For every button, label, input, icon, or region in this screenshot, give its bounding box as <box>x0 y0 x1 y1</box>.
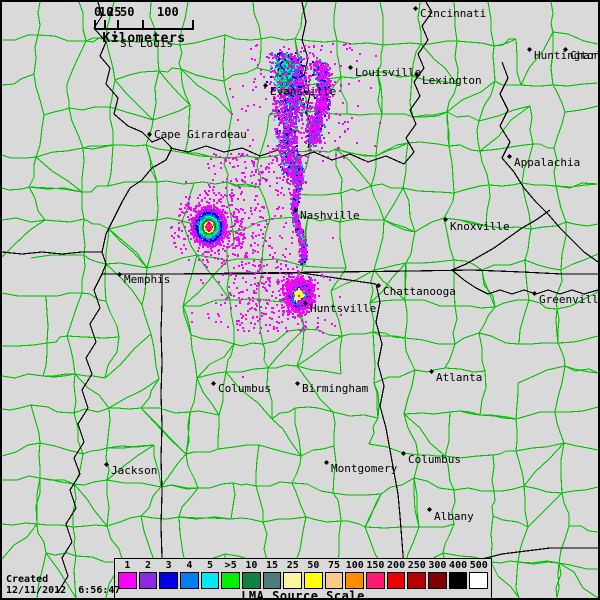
legend-tick: 5 <box>200 560 221 572</box>
scale-tick-50: 50 <box>120 6 134 18</box>
legend-swatch[interactable] <box>469 572 489 589</box>
city-label: Chattanooga <box>383 286 456 297</box>
legend-tick: 25 <box>282 560 303 572</box>
city-label: Lexington <box>422 75 482 86</box>
legend-tick: 150 <box>365 560 386 572</box>
legend-panel[interactable]: 1 2 3 4 5 >5 10 15 25 50 75 100 150 200 250 300 400 500 L… <box>114 558 492 598</box>
city-label: Jackson <box>111 465 157 476</box>
legend-swatch[interactable] <box>283 572 303 589</box>
legend-tick: 3 <box>158 560 179 572</box>
legend-tick: 200 <box>386 560 407 572</box>
legend-tick: 400 <box>448 560 469 572</box>
legend-swatch[interactable] <box>200 572 220 589</box>
city-label: Evansville <box>270 86 336 97</box>
city-label: Columbus <box>408 454 461 465</box>
legend-tick: 1 <box>117 560 138 572</box>
legend-tick: 2 <box>138 560 159 572</box>
legend-swatch[interactable] <box>448 572 468 589</box>
scale-bar-unit: Kilometers <box>94 31 194 46</box>
legend-swatch[interactable] <box>324 572 344 589</box>
scale-bar-ruler <box>94 20 194 30</box>
legend-tick: 15 <box>262 560 283 572</box>
city-label: Columbus <box>218 383 271 394</box>
legend-swatch[interactable] <box>304 572 323 589</box>
city-label: Memphis <box>124 274 170 285</box>
created-timestamp: Created 12/11/2012 6:56:47 <box>6 574 120 596</box>
city-label: Atlanta <box>436 372 482 383</box>
legend-swatch[interactable] <box>138 572 158 589</box>
city-label: Cape Girardeau <box>154 129 247 140</box>
created-time: 6:56:47 <box>78 585 120 596</box>
scale-bar-ticks: 0 10 25 50 100 <box>94 6 194 19</box>
legend-swatch[interactable] <box>221 572 241 589</box>
legend-swatch[interactable] <box>118 572 137 589</box>
city-label: Knoxville <box>450 221 510 232</box>
legend-tick: 100 <box>344 560 365 572</box>
created-date: 12/11/2012 <box>6 585 66 596</box>
legend-swatch[interactable] <box>180 572 199 589</box>
legend-tick: >5 <box>220 560 241 572</box>
legend-swatch[interactable] <box>386 572 406 589</box>
created-datetime: 12/11/2012 6:56:47 <box>6 585 120 596</box>
legend-tick: 10 <box>241 560 262 572</box>
legend-swatch[interactable] <box>242 572 261 589</box>
legend-swatch[interactable] <box>345 572 365 589</box>
legend-tick: 250 <box>406 560 427 572</box>
city-label: Montgomery <box>331 463 397 474</box>
scale-bar: 0 10 25 50 100 Kilometers <box>94 6 194 46</box>
created-label: Created <box>6 574 120 585</box>
city-label: Albany <box>434 511 474 522</box>
legend-title: LMA Source Scale <box>117 589 489 598</box>
legend-tick: 500 <box>468 560 489 572</box>
legend-tick: 300 <box>427 560 448 572</box>
city-label: Nashville <box>300 210 360 221</box>
legend-tick: 50 <box>303 560 324 572</box>
legend-swatch[interactable] <box>366 572 385 589</box>
legend-swatch[interactable] <box>407 572 427 589</box>
city-label: Charl <box>570 50 598 61</box>
legend-tick-row: 1 2 3 4 5 >5 10 15 25 50 75 100 150 200 250 300 400 500 <box>117 560 489 572</box>
city-label: Birmingham <box>302 383 368 394</box>
legend-color-row <box>117 572 489 589</box>
city-label: Huntsville <box>310 303 376 314</box>
city-label: Greenville <box>539 294 598 305</box>
legend-swatch[interactable] <box>159 572 179 589</box>
city-label: Appalachia <box>514 157 580 168</box>
legend-tick: 4 <box>179 560 200 572</box>
legend-tick: 75 <box>324 560 345 572</box>
legend-swatch[interactable] <box>428 572 447 589</box>
scale-tick-100: 100 <box>157 6 179 18</box>
legend-swatch[interactable] <box>262 572 282 589</box>
city-label: Louisville <box>355 67 421 78</box>
city-label: Cincinnati <box>420 8 486 19</box>
